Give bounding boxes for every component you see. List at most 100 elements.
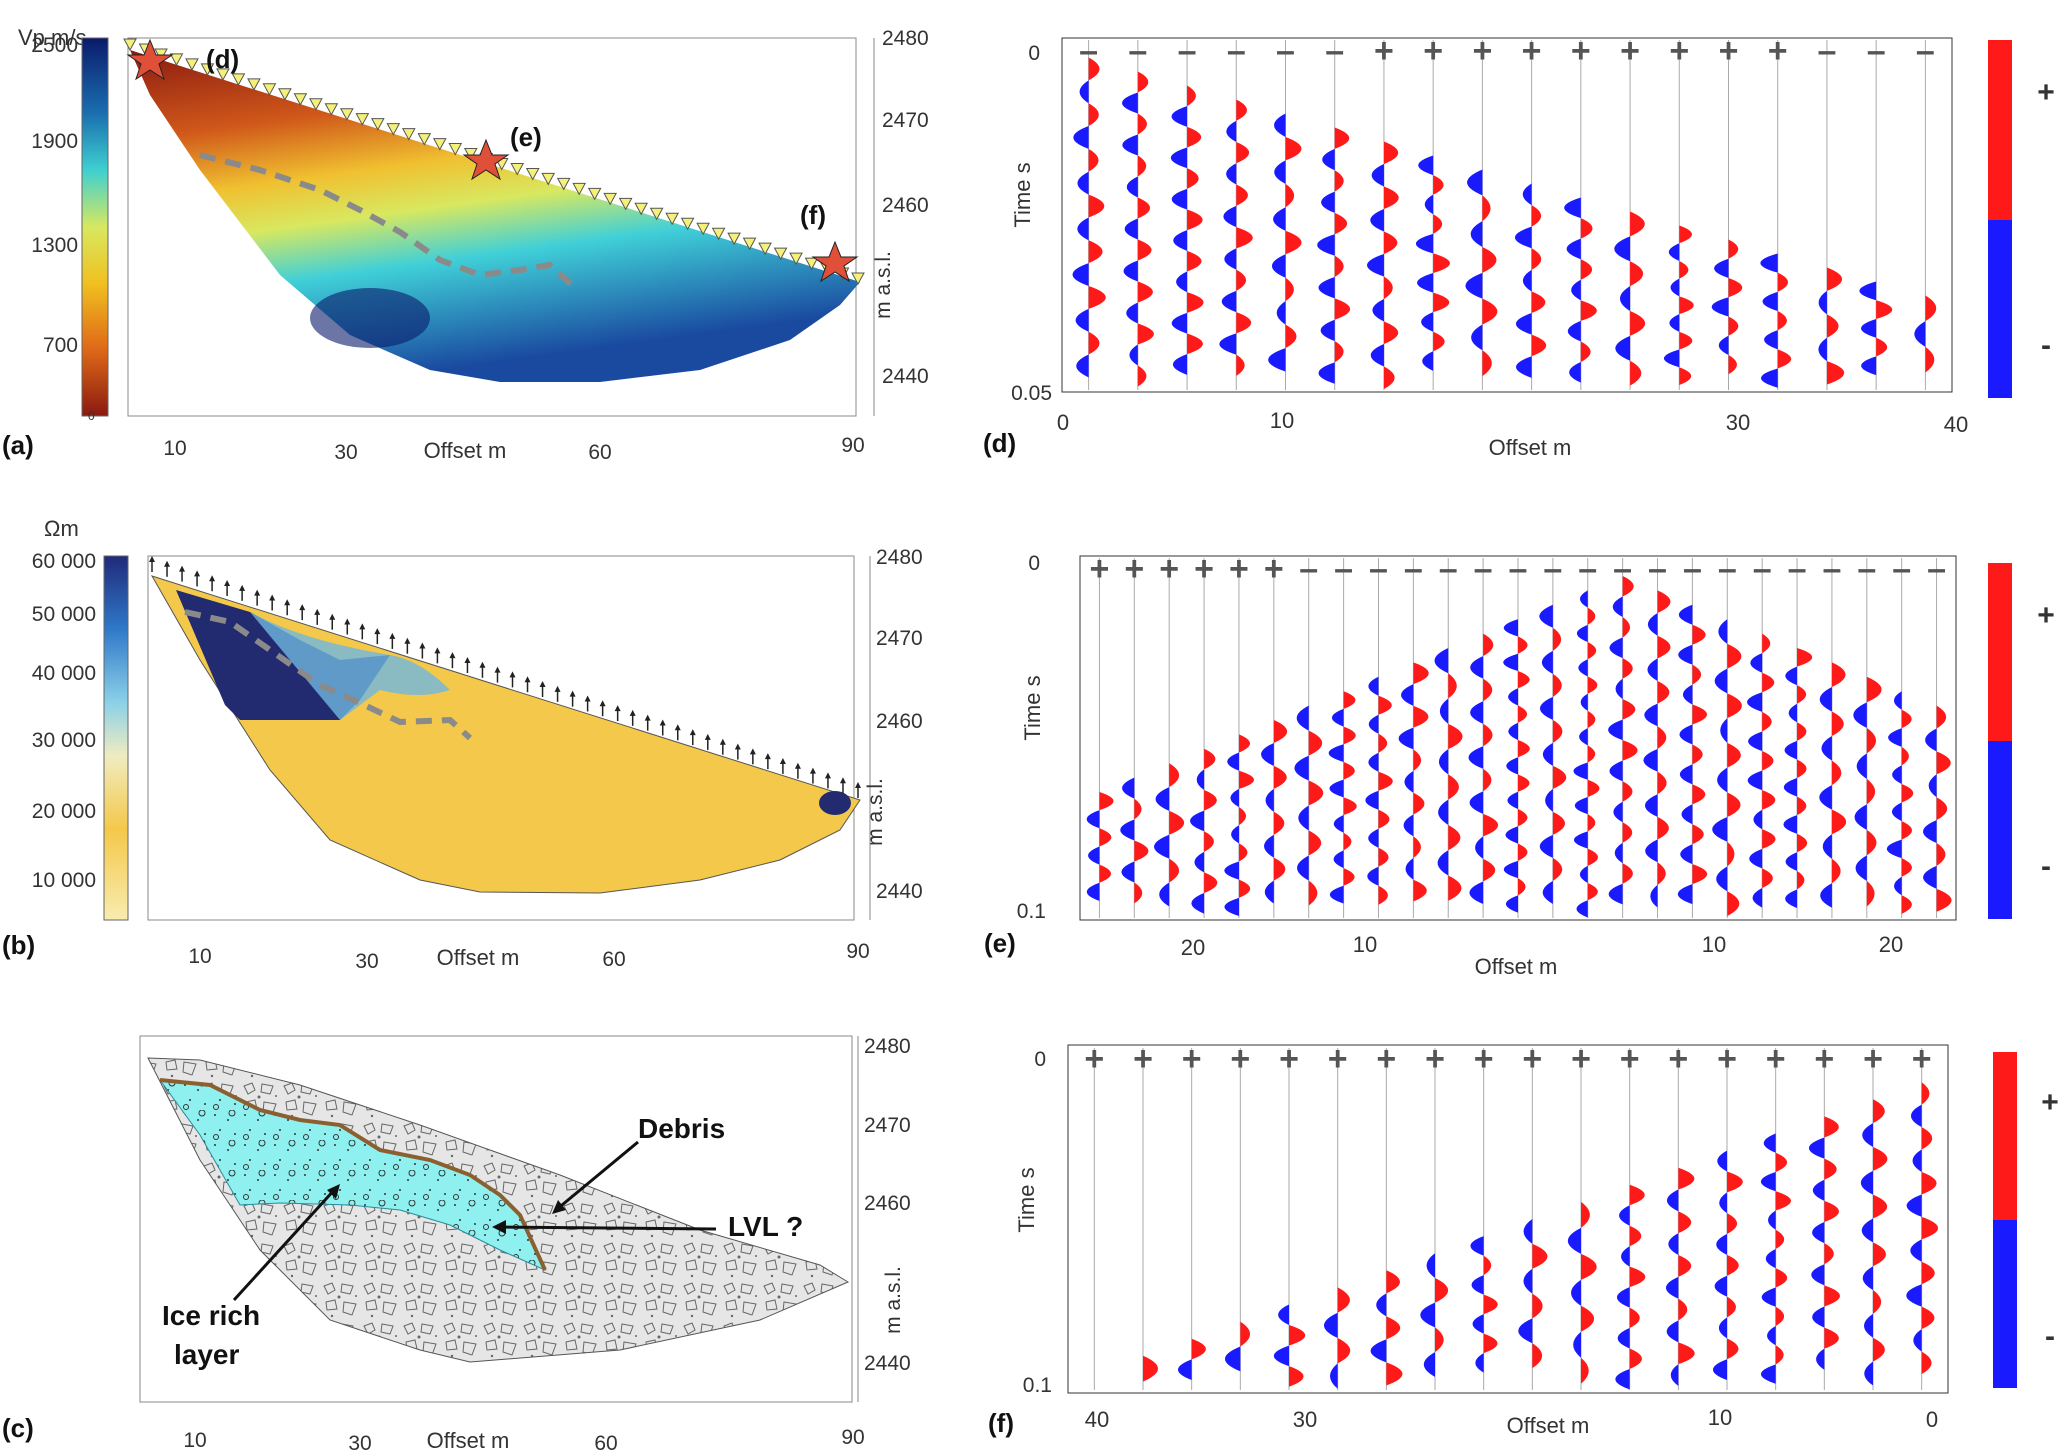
wiggle-lobe [1826, 267, 1843, 291]
electrode-tip-icon [494, 666, 501, 673]
vp-tick-1900: 1900 [31, 130, 78, 153]
polarity-mark: + [1474, 1040, 1494, 1078]
wiggle-lobe [1587, 745, 1596, 763]
marker-f: (f) [800, 200, 826, 230]
wiggle-lobe [1616, 1287, 1630, 1308]
wiggle-lobe [1925, 728, 1937, 752]
wiggle-lobe [1129, 344, 1138, 366]
wiggle-lobe [1587, 710, 1596, 729]
wiggle-lobe [1187, 292, 1204, 313]
panel-e-x-20a: 20 [1181, 935, 1205, 960]
wiggle-lobe [1505, 826, 1518, 844]
wiggle-lobe [1176, 271, 1188, 293]
wiggle-lobe [1714, 1275, 1727, 1297]
electrode-tip-icon [149, 556, 155, 562]
wiggle-lobe [1714, 668, 1728, 694]
wiggle-lobe [1470, 656, 1484, 679]
geophone-icon [587, 187, 602, 201]
electrode-tip-icon [209, 575, 216, 582]
wiggle-lobe [1318, 362, 1335, 384]
geophone-icon [696, 222, 710, 236]
panel-f-y-01: 0.1 [1023, 1374, 1052, 1397]
wiggle-lobe [1121, 861, 1135, 883]
wiggle-lobe [1318, 276, 1335, 299]
wiggle-lobe [1566, 238, 1581, 260]
wiggle-lobe [1818, 337, 1827, 362]
wiggle-lobe [1864, 1313, 1873, 1338]
wiggle-lobe [1861, 1218, 1873, 1243]
wiggle-lobe [1619, 286, 1631, 311]
wiggle-lobe [1483, 633, 1494, 657]
geophone-icon [556, 177, 571, 191]
lvl-arrow [496, 1225, 717, 1231]
panel-d-x-30: 30 [1726, 410, 1750, 435]
wiggle-lobe [1678, 1298, 1688, 1321]
wiggle-lobe [1668, 243, 1680, 261]
wiggle-lobe [1906, 1194, 1922, 1217]
wiggle-lobe [1169, 810, 1185, 835]
wiggle-lobe [1747, 770, 1763, 791]
wiggle-lobe [1523, 1268, 1533, 1294]
wiggle-lobe [1873, 1337, 1885, 1362]
electrode-tip-icon [224, 580, 231, 587]
wiggle-lobe [1134, 798, 1142, 820]
wiggle-lobe [1765, 1248, 1776, 1269]
wiggle-lobe [1518, 809, 1528, 827]
electrode-tip-icon [539, 681, 546, 688]
res-tick-40000: 40 000 [32, 662, 96, 685]
electrode-tip-icon [779, 757, 786, 764]
wiggle-lobe [1747, 692, 1763, 712]
wiggle-lobe [1273, 857, 1286, 881]
geophone-icon [463, 148, 478, 161]
polarity-mark: – [1857, 550, 1876, 588]
wiggle-lobe [1320, 319, 1335, 342]
wiggle-lobe [1921, 1082, 1930, 1105]
wiggle-lobe [1426, 1253, 1435, 1278]
wiggle-lobe [1629, 1225, 1642, 1247]
wiggle-lobe [1236, 142, 1250, 164]
geophone-icon [448, 143, 463, 156]
wiggle-lobe [1308, 880, 1318, 906]
wiggle-lobe [1571, 279, 1581, 301]
wiggle-lobe [1581, 1305, 1595, 1332]
polarity-mark: – [1817, 32, 1836, 70]
panel-a: Vp m/s 2500 1900 1300 700 0 (d) (e) (f) … [2, 25, 929, 464]
wiggle-lobe [1812, 1179, 1825, 1201]
wiggle-lobe [1221, 290, 1237, 313]
polarity-mark: + [1133, 1040, 1153, 1078]
panel-e-legend-plus: + [2037, 599, 2055, 632]
wiggle-lobe [1285, 277, 1294, 302]
polarity-mark: + [1328, 1040, 1348, 1078]
electrode-tip-icon [419, 642, 426, 649]
wiggle-lobe [1666, 1189, 1679, 1212]
wiggle-lobe [1720, 718, 1728, 743]
wiggle-lobe [1629, 1184, 1645, 1206]
electrode-tip-icon [584, 695, 591, 702]
panel-d-x-0: 0 [1057, 410, 1069, 435]
wiggle-lobe [1630, 310, 1646, 336]
polarity-mark: + [1669, 32, 1689, 70]
wiggle-lobe [1433, 292, 1450, 313]
wiggle-lobe [1762, 868, 1773, 889]
wiggle-lobe [1328, 744, 1344, 762]
wiggle-lobe [1086, 882, 1100, 901]
panel-d-frame [1061, 37, 1953, 393]
wiggle-lobe [1678, 1255, 1692, 1277]
wiggle-lobe [1383, 366, 1395, 389]
polarity-mark: – [1916, 32, 1935, 70]
wiggle-lobe [1471, 1275, 1484, 1295]
wiggle-lobe [1569, 362, 1581, 383]
wiggle-lobe [1579, 865, 1588, 884]
wiggle-lobe [1073, 126, 1089, 149]
wiggle-lobe [1785, 852, 1798, 871]
wiggle-lobe [1308, 730, 1323, 756]
wiggle-lobe [1913, 1329, 1922, 1352]
panel-b-x-label: Offset m [437, 945, 520, 970]
panel-e-x-20b: 20 [1879, 932, 1903, 957]
geophone-icon [789, 252, 803, 266]
panel-e-y-label: Time s [1020, 675, 1045, 740]
wiggle-lobe [1576, 624, 1588, 643]
wiggle-lobe [1677, 884, 1693, 905]
polarity-mark: – [1788, 550, 1807, 588]
electrode-tip-icon [599, 700, 606, 707]
